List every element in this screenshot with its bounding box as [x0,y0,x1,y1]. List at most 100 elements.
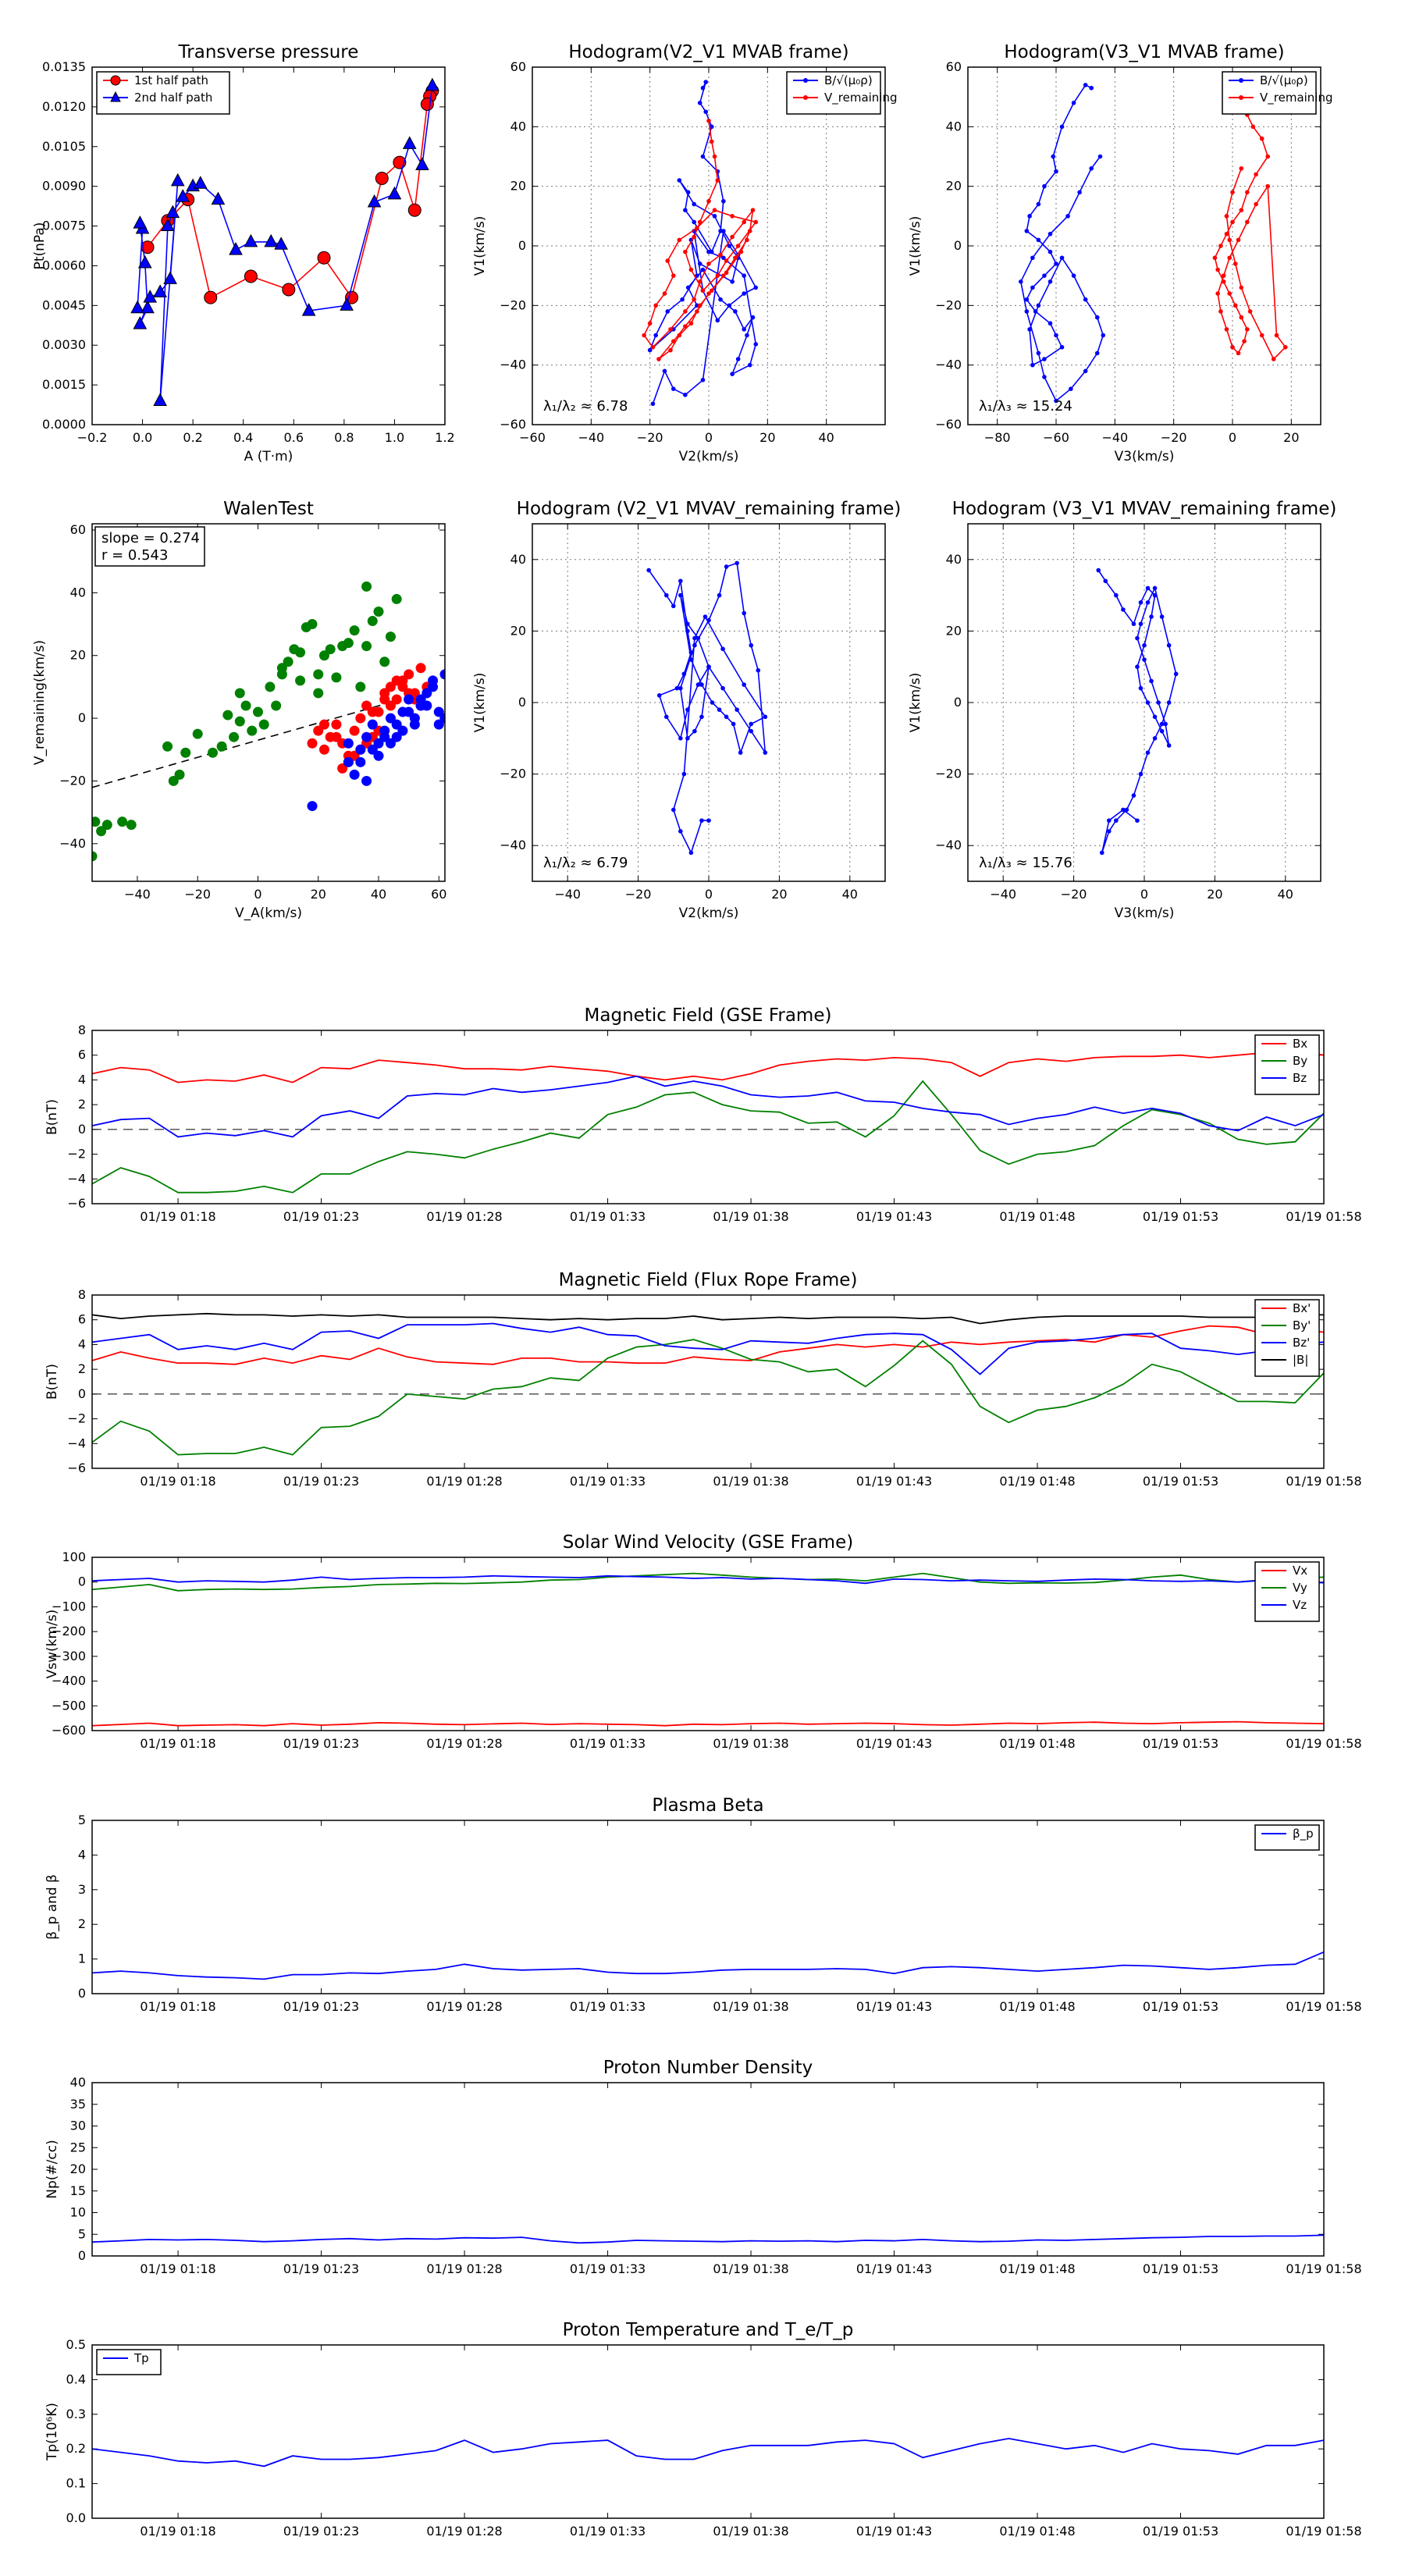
data-point [717,707,722,712]
data-point [274,237,288,250]
data-point [1142,657,1147,662]
y-tick-label: −20 [500,767,526,781]
scatter-point [433,719,444,730]
data-point [1227,237,1232,243]
scatter-point [404,694,414,705]
data-point [1224,214,1229,219]
data-point [697,279,702,284]
data-point [671,807,676,813]
x-tick-label: 0 [1229,430,1236,445]
data-point [1236,237,1241,243]
data-point [724,714,729,720]
data-point [681,671,687,677]
data-point [683,393,688,397]
x-tick-label: 01/19 01:28 [426,1474,502,1489]
x-tick-label: 0.4 [233,430,253,445]
series-line-1 [643,120,757,360]
legend-label: |B| [1293,1353,1308,1367]
data-point [1232,262,1238,266]
y-tick-label: 3 [78,1882,86,1897]
data-point [1142,642,1147,648]
plot-frame [91,2344,1325,2519]
scatter-point [343,756,354,767]
scatter-point [391,593,402,604]
data-point [1027,214,1032,219]
data-point [1048,321,1053,326]
y-tick-label: 0.0000 [42,417,86,432]
legend-label: Vy [1293,1581,1307,1595]
x-tick-label: −40 [124,887,151,902]
x-tick-label: 01/19 01:53 [1143,1999,1218,2014]
y-tick-label: −60 [500,417,526,432]
data-point [1030,255,1035,261]
data-point [176,189,190,202]
y-tick-label: 20 [510,179,526,194]
data-point [642,333,646,338]
chart-title: Plasma Beta [652,1795,763,1816]
x-tick-label: 01/19 01:48 [999,1209,1075,1224]
data-point [1239,285,1244,290]
x-axis-label: V2(km/s) [679,449,739,464]
data-point [695,273,699,278]
plot-area [646,560,768,856]
y-tick-label: −60 [935,417,962,432]
x-tick-label: 01/19 01:23 [283,2261,359,2276]
data-point [1159,728,1165,734]
legend-label: Vz [1293,1598,1307,1612]
legend-marker [110,91,121,102]
plot-area [642,80,759,407]
scatter-point [385,738,396,749]
stats-box [94,526,205,567]
data-point [1152,592,1158,598]
chart-title: WalenTest [223,499,314,519]
y-tick-label: 0 [78,1986,86,2001]
x-tick-label: 0 [1140,887,1148,902]
scatter-point [349,725,360,736]
scatter-point [307,738,318,749]
series-line-0 [92,1951,1324,1980]
x-tick-label: −0.2 [77,430,108,445]
legend-label: B/√(μ₀ρ) [824,73,873,87]
data-point [1051,154,1056,159]
data-point [1138,685,1144,691]
series-line-1 [92,1572,1324,1592]
data-point [140,300,155,314]
x-tick-label: −60 [519,430,546,445]
data-point [1071,101,1076,105]
x-tick-label: 01/19 01:28 [426,1999,502,2014]
legend-label: V_remaining [1260,91,1333,105]
y-tick-label: 0 [78,1122,86,1137]
data-point [1089,85,1094,91]
data-point [720,646,725,652]
x-tick-label: 1.0 [385,430,404,445]
series-line-1 [1214,114,1286,361]
x-tick-label: 01/19 01:53 [1143,2261,1218,2276]
y-tick-label: −600 [52,1723,86,1738]
data-point [1149,614,1154,619]
legend-label: By' [1293,1318,1311,1332]
chart-panel-8: 01/19 01:18 01/19 01:23 01/19 01:28 01/19 0… [44,1532,1362,1751]
data-point [1101,333,1106,338]
data-point [1166,743,1172,748]
y-axis-label: B(nT) [44,1099,60,1135]
series-line-2 [92,1322,1324,1375]
series-line-0 [1019,84,1104,402]
scatter-point [295,647,306,658]
data-point [1166,642,1172,648]
data-point [653,333,658,338]
data-point [745,333,749,338]
scatter-point [397,681,408,692]
legend-label: Bx' [1293,1301,1311,1315]
legend-label: 1st half path [134,73,208,87]
y-tick-label: 40 [946,119,962,133]
data-point [1114,818,1119,823]
data-point [1259,333,1264,338]
x-tick-label: 01/19 01:28 [426,1209,502,1224]
data-point [685,190,691,195]
x-tick-label: 01/19 01:28 [426,2261,502,2276]
x-tick-label: 01/19 01:18 [140,2524,215,2539]
data-point [1224,327,1229,332]
chart-title: Solar Wind Velocity (GSE Frame) [563,1532,853,1553]
data-point [688,267,694,272]
data-point [1042,183,1047,189]
